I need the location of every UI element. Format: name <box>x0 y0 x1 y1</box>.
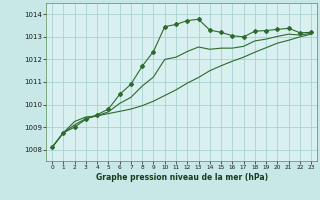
X-axis label: Graphe pression niveau de la mer (hPa): Graphe pression niveau de la mer (hPa) <box>96 173 268 182</box>
